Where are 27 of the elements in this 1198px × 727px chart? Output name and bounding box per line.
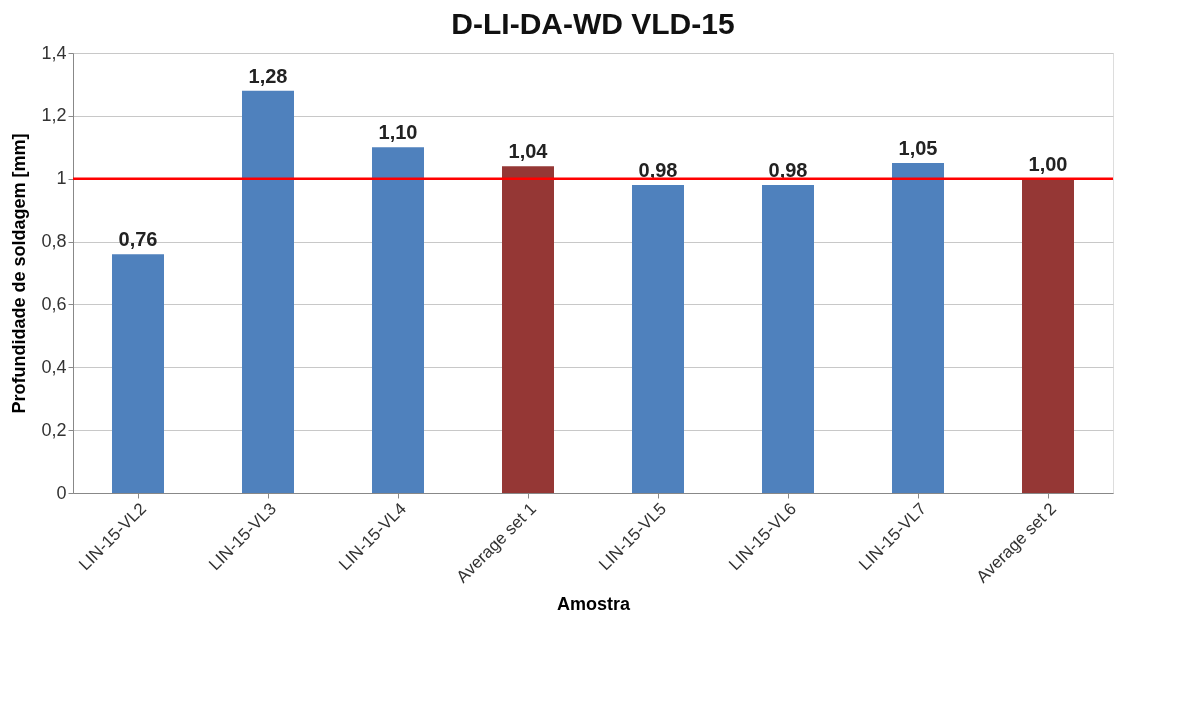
y-tick-label: 0,4 — [41, 356, 67, 377]
data-label: 0,98 — [638, 159, 678, 181]
data-label: 1,04 — [508, 140, 549, 163]
chart-title: D-LI-DA-WD VLD-15 — [451, 7, 735, 40]
bar — [892, 163, 944, 493]
y-tick-label: 1,2 — [41, 105, 67, 126]
bar — [762, 185, 814, 493]
y-tick-label: 0,8 — [41, 231, 67, 252]
bar — [1022, 178, 1074, 493]
y-tick-label: 1 — [56, 168, 67, 189]
data-label: 1,05 — [898, 137, 938, 159]
bar — [112, 254, 164, 493]
bar — [502, 166, 554, 493]
data-label: 1,00 — [1028, 152, 1068, 175]
bar — [242, 90, 294, 493]
y-tick-label: 0,6 — [41, 293, 67, 314]
y-tick-label: 1,4 — [41, 42, 67, 63]
data-label: 1,28 — [248, 64, 288, 87]
y-tick-label: 0 — [56, 482, 67, 503]
y-tick-label: 0,2 — [41, 419, 67, 440]
data-label: 0,76 — [118, 228, 158, 251]
x-axis-title: Amostra — [556, 593, 631, 614]
bar — [632, 185, 684, 493]
data-label: 1,10 — [378, 121, 418, 144]
y-axis-title: Profundidade de soldagem [mm] — [9, 133, 30, 414]
bar — [372, 147, 424, 493]
data-label: 0,98 — [768, 159, 808, 181]
